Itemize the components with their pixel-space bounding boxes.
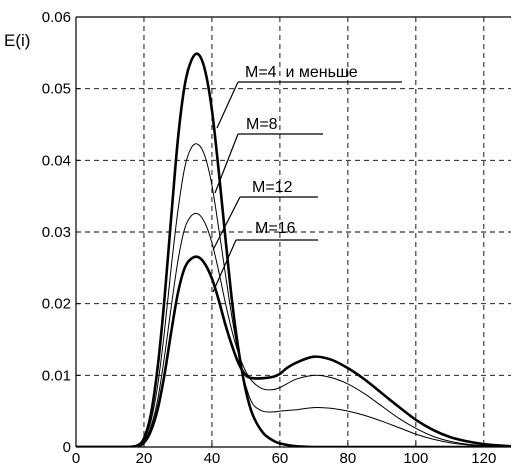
series-group (76, 52, 511, 447)
y-tick-label-0: 0 (63, 439, 71, 456)
x-tick-label-1: 20 (136, 450, 153, 467)
series-annotation-2: M=8 (246, 116, 278, 133)
axes (75, 16, 511, 448)
series-annotation-1: M=4 и меньше (245, 64, 358, 81)
y-tick-label-5: 0.05 (42, 81, 71, 98)
x-tick-label-2: 40 (204, 450, 221, 467)
x-tick-label-0: 0 (72, 450, 80, 467)
series-annotation-3: M=12 (252, 179, 293, 196)
annotation-pointer-3 (212, 196, 241, 251)
y-tick-label-1: 0.01 (42, 367, 71, 384)
annotation-pointer-2 (214, 133, 239, 194)
series-annotation-4: M=16 (255, 220, 296, 237)
series-line-1 (76, 52, 511, 447)
series-line-2 (76, 143, 511, 447)
y-tick-label-4: 0.04 (42, 152, 71, 169)
x-tick-label-5: 100 (403, 450, 428, 467)
annotation-pointer-4 (212, 239, 237, 293)
tick-labels: 0 20 40 60 80 100 120 0 0.01 0.02 0.03 0.04 0.05 0.06 (42, 9, 497, 467)
x-tick-label-4: 80 (340, 450, 357, 467)
y-axis-label: E(i) (4, 31, 30, 50)
y-tick-label-3: 0.03 (42, 224, 71, 241)
series-line-3 (76, 212, 511, 447)
grid (76, 17, 511, 447)
x-tick-label-3: 60 (272, 450, 289, 467)
annotations: M=4 и меньше M=8 M=12 M=16 (212, 64, 402, 293)
x-tick-label-6: 120 (471, 450, 496, 467)
annotation-pointer-1 (216, 81, 239, 129)
y-tick-label-6: 0.06 (42, 9, 71, 26)
y-tick-label-2: 0.02 (42, 296, 71, 313)
series-line-4 (76, 255, 511, 447)
